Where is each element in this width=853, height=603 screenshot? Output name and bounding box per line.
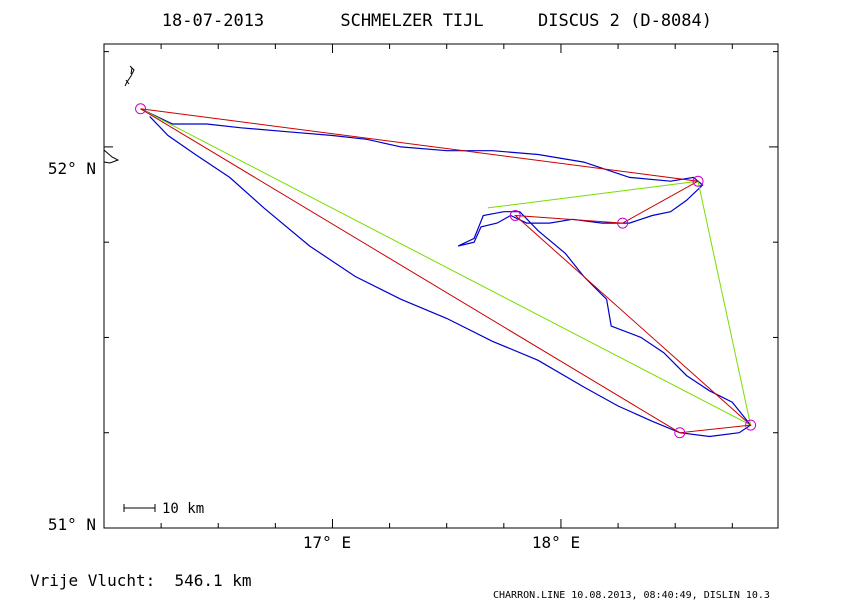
plot-frame bbox=[103, 43, 779, 529]
turnpoint-marker bbox=[509, 209, 521, 221]
pilot-name: SCHMELZER TIJL bbox=[340, 11, 483, 31]
turnpoint-markers bbox=[135, 103, 757, 439]
map-feature-mark bbox=[124, 65, 135, 87]
turnpoint-marker bbox=[692, 175, 704, 187]
axis-ticks bbox=[104, 44, 778, 528]
turnpoint-marker bbox=[617, 217, 629, 229]
scale-bar-label: 10 km bbox=[162, 501, 204, 517]
turnpoint-marker bbox=[674, 427, 686, 439]
software-credit: CHARRON.LINE 10.08.2013, 08:40:49, DISLI… bbox=[493, 590, 770, 601]
task-route-line bbox=[140, 108, 752, 434]
lat-label-51: 51° N bbox=[48, 515, 96, 534]
coastline-fragment bbox=[103, 149, 120, 164]
lat-label-52: 52° N bbox=[48, 159, 96, 178]
alternate-route-line bbox=[140, 108, 752, 427]
scale-bar: 10 km bbox=[123, 501, 204, 517]
flight-distance: Vrije Vlucht: 546.1 km bbox=[30, 571, 252, 590]
glider-name: DISCUS 2 (D-8084) bbox=[538, 11, 712, 31]
turnpoint-marker bbox=[745, 419, 757, 431]
flight-date: 18-07-2013 bbox=[162, 11, 264, 31]
flight-track-line bbox=[140, 108, 752, 438]
lon-label-17: 17° E bbox=[303, 533, 351, 552]
lon-label-18: 18° E bbox=[532, 533, 580, 552]
turnpoint-marker bbox=[135, 103, 147, 115]
